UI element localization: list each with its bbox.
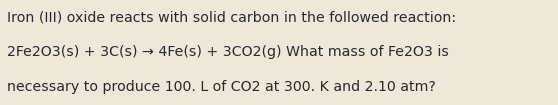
Text: 2Fe2O3(s) + 3C(s) → 4Fe(s) + 3CO2(g) What mass of Fe2O3 is: 2Fe2O3(s) + 3C(s) → 4Fe(s) + 3CO2(g) Wha… [7, 45, 449, 59]
Text: necessary to produce 100. L of CO2 at 300. K and 2.10 atm?: necessary to produce 100. L of CO2 at 30… [7, 80, 436, 94]
Text: Iron (III) oxide reacts with solid carbon in the followed reaction:: Iron (III) oxide reacts with solid carbo… [7, 10, 456, 24]
